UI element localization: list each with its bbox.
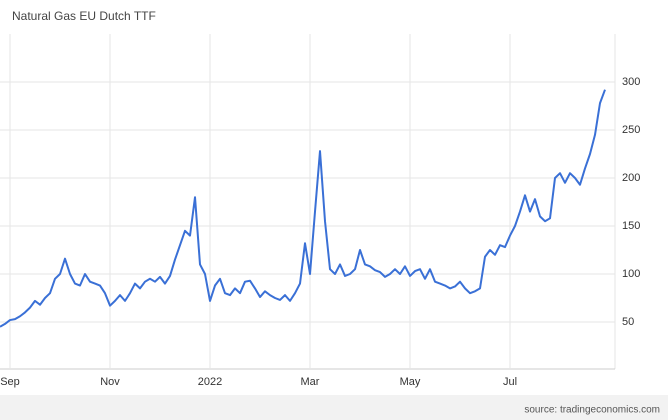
chart-title: Natural Gas EU Dutch TTF: [12, 9, 156, 23]
x-tick-label: Jul: [503, 376, 517, 388]
y-tick-label: 50: [622, 316, 634, 328]
y-tick-label: 200: [622, 172, 640, 184]
source: source: tradingeconomics.com: [524, 405, 660, 416]
price-line: [0, 89, 606, 328]
x-tick-label: May: [400, 376, 421, 388]
y-tick-label: 250: [622, 124, 640, 136]
y-tick-label: 150: [622, 220, 640, 232]
footer-band: [0, 395, 668, 420]
x-tick-label: Nov: [100, 376, 120, 388]
y-tick-label: 100: [622, 268, 640, 280]
x-tick-label: 2022: [198, 376, 222, 388]
x-tick-label: Mar: [301, 376, 320, 388]
y-tick-label: 300: [622, 76, 640, 88]
x-tick-label: Sep: [0, 376, 20, 388]
